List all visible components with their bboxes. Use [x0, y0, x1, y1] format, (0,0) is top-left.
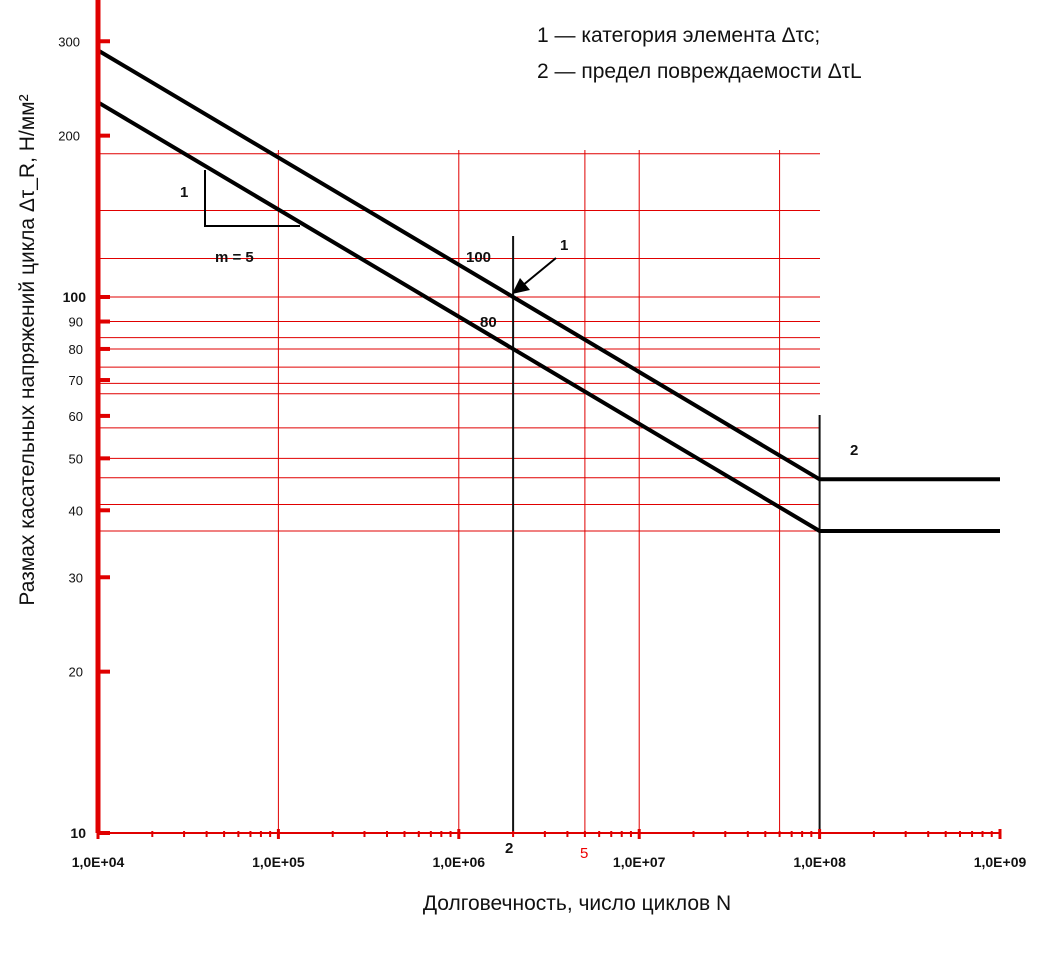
- x-tick-label-1,0E+04: 1,0E+04: [72, 854, 125, 870]
- y-tick-label-200: 200: [58, 129, 80, 144]
- x-tick-label-1,0E+09: 1,0E+09: [974, 854, 1027, 870]
- red-helper-grid: [98, 150, 820, 833]
- bottom-label-5: 5: [580, 845, 588, 862]
- y-tick-label-50: 50: [69, 451, 83, 466]
- y-tick-label-10: 10: [70, 825, 86, 841]
- y-tick-label-100: 100: [63, 289, 87, 305]
- x-axis-title: Долговечность, число циклов N: [423, 892, 731, 915]
- slope-triangle: [204, 170, 300, 227]
- y-tick-label-90: 90: [69, 315, 83, 330]
- arrow-label-1: 1: [560, 237, 568, 254]
- x-tick-label-1,0E+08: 1,0E+08: [793, 854, 846, 870]
- y-tick-label-80: 80: [69, 342, 83, 357]
- arrow-head: [512, 278, 530, 294]
- y-tick-label-40: 40: [69, 503, 83, 518]
- x-tick-label-1,0E+06: 1,0E+06: [433, 854, 486, 870]
- y-tick-label-30: 30: [69, 570, 83, 585]
- slope-label-m: m = 5: [215, 249, 254, 266]
- axes: [95, 0, 1000, 834]
- sn-curves: [96, 48, 1000, 533]
- series-line-80: [96, 100, 1000, 533]
- reference-verticals: [512, 236, 821, 833]
- series-line-100: [96, 48, 1000, 482]
- curve-label-100: 100: [466, 249, 491, 266]
- cutoff-label-2: 2: [850, 442, 858, 459]
- y-axis-title: Размах касательных напряжений цикла Δτ_R…: [16, 94, 39, 605]
- legend-entry-1: 1 — категория элемента Δτc;: [537, 24, 820, 47]
- x-tick-label-1,0E+07: 1,0E+07: [613, 854, 666, 870]
- ticks: 300 200 100 10 90 80 70 60 50 40 30 20 1,0E+04 1,0E+0…: [58, 34, 1026, 870]
- y-tick-label-60: 60: [69, 409, 83, 424]
- x-tick-label-1,0E+05: 1,0E+05: [252, 854, 305, 870]
- y-tick-label-300: 300: [58, 34, 80, 49]
- bottom-label-2: 2: [505, 840, 513, 857]
- y-tick-label-20: 20: [69, 665, 83, 680]
- slope-label-one: 1: [180, 184, 188, 201]
- curve-label-80: 80: [480, 314, 497, 331]
- y-tick-label-70: 70: [69, 373, 83, 388]
- legend-entry-2: 2 — предел повреждаемости ΔτL: [537, 60, 862, 83]
- arrow-line: [521, 257, 557, 287]
